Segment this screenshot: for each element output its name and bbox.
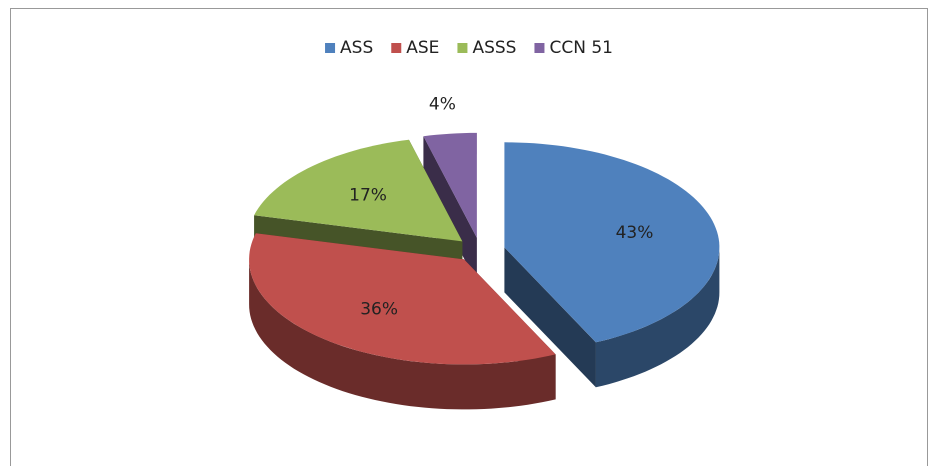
legend-swatch	[391, 43, 402, 53]
data-label: 43%	[616, 223, 654, 243]
slice	[249, 233, 556, 365]
slice	[504, 142, 720, 343]
data-label: 4%	[429, 95, 456, 115]
slice	[254, 139, 463, 242]
slice-side	[249, 259, 556, 410]
legend-label: ASS	[340, 38, 373, 58]
data-label: 17%	[349, 185, 387, 205]
slice-wall	[423, 136, 477, 283]
slice	[423, 132, 477, 238]
legend-swatch	[325, 43, 336, 53]
legend-label: ASE	[406, 38, 439, 58]
pie	[249, 132, 720, 410]
legend-label: CCN 51	[549, 38, 613, 58]
slice-wall	[504, 247, 596, 388]
legend-swatch	[534, 43, 545, 53]
legend-label: ASSS	[472, 38, 516, 58]
legend: ASS ASE ASSS CCN 51	[325, 38, 613, 58]
legend-swatch	[457, 43, 468, 53]
data-label: 36%	[360, 300, 398, 320]
slice-side	[595, 247, 720, 388]
